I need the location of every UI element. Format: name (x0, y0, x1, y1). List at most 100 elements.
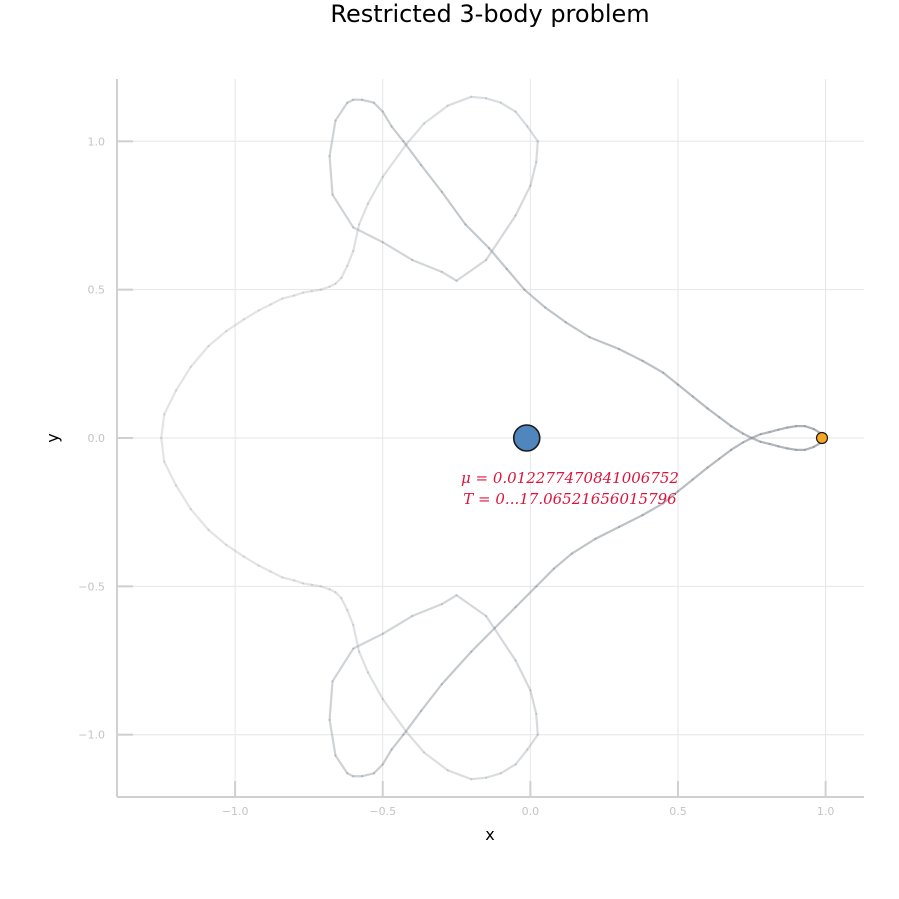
orbit-segment (405, 122, 426, 146)
orbit-segment (328, 680, 334, 721)
orbit-segment (777, 426, 789, 431)
orbit-segment (381, 110, 393, 128)
y-tick-label: 0.0 (88, 432, 106, 445)
orbit-segment (484, 614, 517, 662)
orbit-segment (440, 594, 458, 606)
orbit-segment (535, 567, 556, 588)
orbit-segment (514, 748, 529, 766)
orbit-segment (257, 564, 272, 573)
orbit-segment (160, 436, 166, 463)
orbit-segment (470, 776, 488, 781)
orbit-segment (641, 359, 665, 374)
orbit-segment (163, 389, 178, 416)
orbit-segment (402, 140, 423, 167)
ticks: −1.0 −0.5 0.0 0.5 1.0 −1.0 −0.5 0.0 0.5 1.0 (78, 135, 834, 818)
orbit-segment (422, 104, 449, 125)
orbit-segment (189, 508, 210, 532)
orbit-segment (617, 514, 644, 529)
orbit-segment (594, 525, 621, 540)
orbit-segment (174, 365, 192, 392)
orbit-segment (535, 140, 539, 164)
orbit-segment (301, 582, 313, 586)
orbit-segment (564, 321, 591, 339)
orbit-segment (328, 282, 337, 288)
annotation-line-2: T = 0...17.06521656015796 (463, 490, 677, 508)
x-tick-label: 1.0 (817, 805, 835, 818)
orbit-segment (706, 407, 721, 419)
x-tick-label: −0.5 (369, 805, 396, 818)
orbit-segment (535, 712, 539, 736)
orbit-segment (372, 101, 384, 113)
orbit-segment (358, 202, 370, 226)
orbit-segment (514, 110, 529, 128)
orbit-segment (269, 570, 284, 579)
orbit-segment (470, 95, 488, 100)
orbit-segment (499, 101, 517, 113)
orbit-segment (588, 336, 621, 351)
orbit-segment (334, 754, 349, 775)
orbit-segment (225, 543, 246, 558)
orbit-segment (446, 95, 473, 107)
orbit-segment (691, 395, 709, 410)
orbit-segment (381, 241, 414, 262)
orbit-segment (352, 623, 361, 653)
orbit-segment (529, 689, 538, 716)
orbit-segment (570, 537, 597, 555)
orbit-segment (440, 650, 473, 686)
orbit-segment (358, 650, 370, 674)
orbit (160, 95, 825, 781)
orbit-segment (786, 425, 798, 429)
orbit-segment (420, 683, 443, 713)
orbit-segment (718, 416, 733, 428)
orbit-segment (381, 697, 408, 733)
orbit-segment (334, 591, 343, 600)
orbit-segment (484, 772, 502, 779)
orbit-segment (331, 193, 355, 229)
orbit-segment (160, 413, 166, 440)
orbit-segment (319, 585, 331, 591)
orbit-segment (366, 671, 384, 701)
orbit-segment (750, 433, 762, 440)
annotation-line-1: μ = 0.012277470841006752 (461, 469, 679, 487)
orbit-segment (750, 436, 762, 443)
orbit-segment (293, 579, 305, 585)
orbit-segment (514, 184, 532, 217)
x-axis-label: x (485, 825, 494, 844)
orbit-segment (340, 597, 349, 612)
orbit-segment (544, 306, 567, 324)
orbit-segment (422, 751, 449, 772)
orbit-segment (366, 175, 384, 205)
orbit-segment (676, 383, 694, 398)
orbit-segment (455, 594, 488, 618)
secondary-body-marker (815, 431, 829, 445)
orbit-segment (526, 125, 539, 143)
orbit-segment (340, 264, 349, 279)
x-tick-label: −1.0 (222, 805, 249, 818)
orbit-segment (641, 502, 665, 517)
orbit-segment (411, 603, 443, 618)
orbit-segment (207, 330, 228, 348)
orbit-segment (718, 448, 733, 460)
orbit-segment (768, 428, 780, 434)
orbit-segment (390, 733, 405, 751)
orbit-segment (662, 490, 680, 505)
orbit-segment (440, 190, 467, 226)
orbit-segment (242, 555, 260, 567)
y-tick-label: 0.5 (88, 284, 106, 297)
y-tick-label: −1.0 (78, 729, 105, 742)
orbit-segment (484, 97, 502, 104)
orbit-segment (310, 583, 322, 588)
y-tick-label: −0.5 (78, 580, 105, 593)
orbit-segment (803, 425, 815, 431)
orbit-segment (730, 425, 745, 435)
orbit-segment (360, 98, 375, 104)
orbit-segment (346, 98, 355, 104)
orbit-segment (257, 303, 272, 312)
orbit-segment (402, 709, 423, 736)
orbit-segment (381, 748, 393, 766)
orbit-segment (777, 445, 789, 450)
orbit-segment (281, 294, 296, 300)
orbit-segment (514, 659, 532, 692)
orbit-segment (293, 291, 305, 297)
